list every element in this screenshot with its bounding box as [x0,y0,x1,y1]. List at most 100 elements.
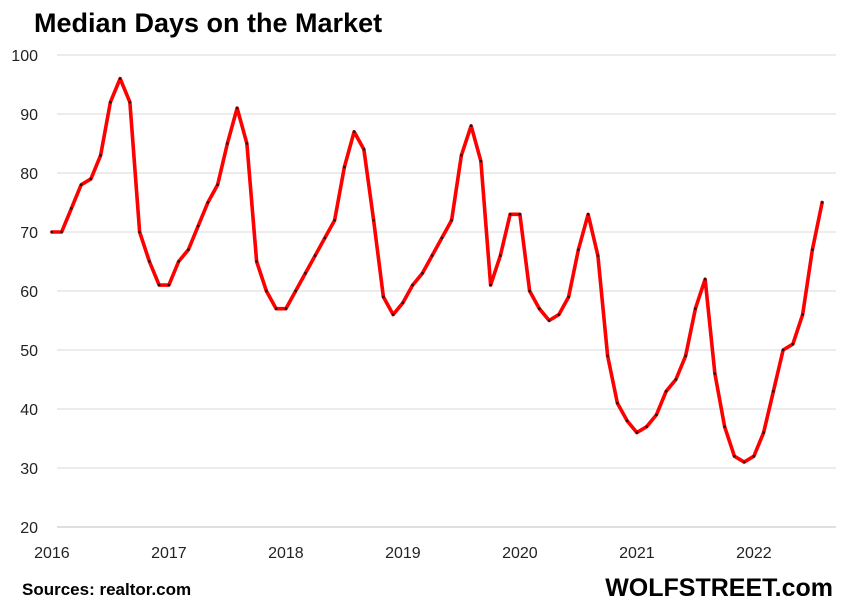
x-tick-label: 2016 [34,545,70,562]
source-note: Sources: realtor.com [22,580,192,599]
data-point [499,254,502,257]
series-line [50,76,824,464]
data-point [245,142,249,145]
data-point [781,348,785,352]
data-point [801,313,804,316]
data-point [216,183,219,186]
data-point [187,248,190,251]
data-point [508,213,512,216]
data-point [635,431,639,434]
data-point [489,283,492,287]
data-point [274,307,278,310]
data-point [70,207,73,210]
data-point [235,106,239,110]
x-tick-label: 2021 [619,545,655,562]
data-point [557,313,561,316]
data-point [547,319,551,322]
data-point [391,313,395,316]
data-point [206,201,210,204]
data-point [538,307,541,310]
data-point [89,177,93,181]
data-point [304,272,307,275]
data-point [411,283,414,287]
y-tick-label: 40 [20,402,38,419]
data-point [60,230,63,234]
data-point [313,254,317,257]
data-point [479,160,483,163]
data-point [733,455,736,458]
data-point [450,219,453,222]
data-point [196,224,200,228]
data-point [752,455,756,458]
data-point [625,419,629,422]
data-point [157,283,161,287]
y-tick-label: 30 [20,461,38,478]
series-line-path [50,76,824,464]
data-point [333,219,336,222]
data-point [606,354,609,358]
data-point [430,254,434,257]
data-point [518,213,522,216]
data-point [109,101,112,104]
y-tick-label: 50 [20,343,38,360]
data-point [372,219,375,222]
data-point [177,260,180,263]
data-point [811,248,814,251]
x-tick-label: 2019 [385,545,421,562]
y-axis-tick-labels: 20 30 40 50 60 70 80 90 100 [11,48,38,537]
gridlines [57,54,836,528]
data-points [50,77,824,464]
data-point [469,124,473,127]
data-point [79,183,83,186]
x-tick-label: 2018 [268,545,304,562]
data-point [265,289,268,293]
data-point [762,431,765,434]
data-point [148,260,151,263]
data-point [742,460,746,464]
x-axis-tick-labels: 2016 2017 2018 2019 2020 2021 2022 [34,545,772,562]
data-point [167,283,171,287]
x-tick-label: 2017 [151,545,187,562]
data-point [50,230,54,234]
chart-title: Median Days on the Market [34,8,383,38]
data-point [694,307,697,310]
data-point [401,301,405,304]
data-point [323,236,327,240]
data-point [723,425,726,428]
data-point [655,413,658,417]
data-point [684,354,687,358]
data-point [596,254,600,257]
y-tick-label: 100 [11,48,38,65]
data-point [294,289,297,293]
data-point [284,307,288,310]
data-point [118,77,122,80]
data-point [226,142,229,145]
data-point [664,390,668,393]
data-point [128,101,132,104]
data-point [528,289,531,293]
data-point [772,390,775,393]
y-tick-label: 60 [20,284,38,301]
data-point [586,213,590,216]
x-tick-label: 2022 [736,545,772,562]
data-point [421,272,424,275]
data-point [577,248,580,251]
data-point [674,378,678,381]
x-tick-label: 2020 [502,545,538,562]
data-point [99,154,102,157]
data-point [703,278,707,281]
y-tick-label: 20 [20,520,38,537]
data-point [440,236,444,240]
data-point [616,401,619,405]
data-point [352,130,356,133]
brand-logo-text: WOLFSTREET.com [605,574,833,602]
data-point [567,295,570,299]
y-tick-label: 80 [20,166,38,183]
y-tick-label: 90 [20,107,38,124]
data-point [138,230,141,234]
data-point [820,201,824,204]
data-point [362,148,366,151]
data-point [382,295,385,299]
y-tick-label: 70 [20,225,38,242]
